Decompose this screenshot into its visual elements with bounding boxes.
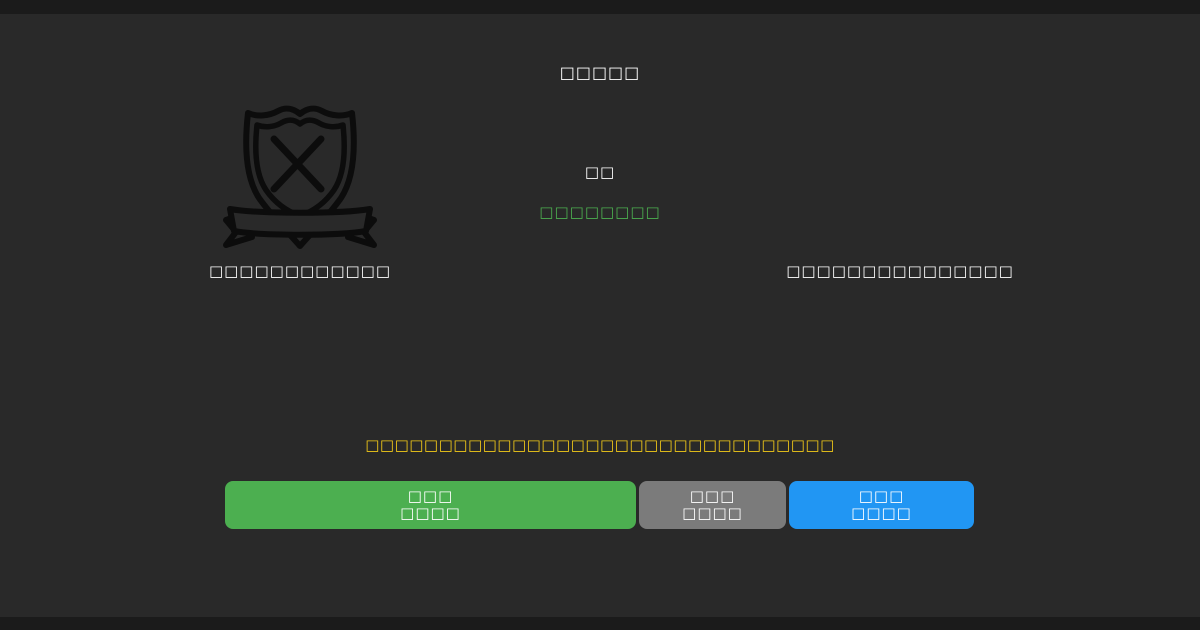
badge-caption: □□□□□□□□□□□□ [208, 262, 392, 280]
gray-action-button-line2: □□□□ [682, 504, 743, 522]
green-action-button[interactable]: □□□ □□□□ [225, 481, 636, 529]
gray-action-button-line1: □□□ [689, 487, 736, 505]
action-button-row: □□□ □□□□ □□□ □□□□ □□□ □□□□ [225, 481, 974, 529]
green-action-button-line1: □□□ [407, 487, 454, 505]
top-letterbox-bar [0, 0, 1200, 14]
shield-x-ribbon-badge-icon [219, 103, 381, 249]
status-text: □□□□□□□□ [539, 203, 661, 221]
center-label: □□ [584, 163, 616, 181]
blue-action-button-line2: □□□□ [851, 504, 912, 522]
right-caption: □□□□□□□□□□□□□□□ [786, 262, 1014, 280]
blue-action-button-line1: □□□ [858, 487, 905, 505]
blue-action-button[interactable]: □□□ □□□□ [789, 481, 974, 529]
bottom-letterbox-bar [0, 617, 1200, 630]
page-title: □□□□□ [559, 63, 641, 82]
gray-action-button[interactable]: □□□ □□□□ [639, 481, 786, 529]
warning-text: □□□□□□□□□□□□□□□□□□□□□□□□□□□□□□□□ [365, 436, 835, 454]
green-action-button-line2: □□□□ [400, 504, 461, 522]
